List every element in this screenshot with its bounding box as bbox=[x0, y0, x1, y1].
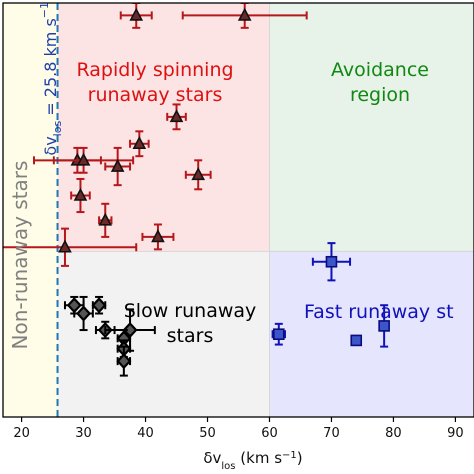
x-axis-title-unit-exp: −1 bbox=[282, 450, 297, 461]
x-tick-label: 80 bbox=[385, 426, 402, 441]
x-tick-label: 60 bbox=[261, 426, 278, 441]
triangle-point-9 bbox=[70, 177, 91, 214]
svg-text:δvlos = 25.8 km s−1: δvlos = 25.8 km s−1 bbox=[38, 2, 64, 156]
region-label-slow: Slow runaway stars bbox=[124, 300, 257, 347]
square-marker bbox=[325, 255, 338, 268]
region-label-avoidance: Avoidance region bbox=[331, 59, 429, 106]
triangle-marker bbox=[73, 187, 88, 201]
x-axis-title-unit-open: (km s bbox=[236, 449, 283, 467]
triangle-point-10 bbox=[98, 202, 113, 238]
triangle-point-12 bbox=[3, 227, 138, 267]
x-axis-title-sub: los bbox=[221, 461, 235, 472]
region-label-fast: Fast runaway st bbox=[304, 301, 454, 323]
triangle-marker bbox=[191, 167, 206, 181]
plot-frame bbox=[2, 2, 474, 418]
triangle-point-6 bbox=[32, 146, 135, 174]
x-axis-ticks: 20 30 40 50 60 70 80 90 bbox=[13, 417, 464, 441]
diamond-marker bbox=[91, 297, 107, 314]
diamond-point-8 bbox=[116, 345, 132, 377]
triangle-marker bbox=[169, 109, 184, 123]
triangle-point-2 bbox=[181, 3, 308, 29]
region-label-line: Fast runaway st bbox=[304, 301, 454, 323]
square-marker bbox=[272, 328, 285, 341]
diamond-marker bbox=[116, 352, 132, 370]
square-point-2 bbox=[271, 322, 286, 346]
data-points bbox=[3, 3, 390, 377]
x-axis-title: δvlos (km s−1) bbox=[203, 449, 302, 472]
diamond-point-3 bbox=[91, 295, 107, 315]
x-tick-label: 90 bbox=[447, 426, 464, 441]
x-axis-title-unit-close: ) bbox=[297, 449, 303, 467]
triangle-point-7 bbox=[104, 146, 132, 187]
triangle-marker bbox=[132, 136, 147, 150]
triangle-point-8 bbox=[184, 159, 212, 191]
triangle-marker bbox=[98, 212, 113, 226]
region-label-line: Rapidly spinning bbox=[76, 59, 233, 81]
region-fast bbox=[269, 251, 474, 417]
x-tick-label: 50 bbox=[199, 426, 216, 441]
region-label-non-runaway: Non-runaway stars bbox=[8, 161, 32, 350]
square-marker bbox=[350, 334, 363, 347]
region-label-line: runaway stars bbox=[88, 84, 223, 106]
x-tick-label: 70 bbox=[323, 426, 340, 441]
triangle-marker bbox=[129, 7, 144, 21]
triangle-point-4 bbox=[129, 130, 150, 158]
triangle-marker bbox=[110, 158, 125, 172]
triangle-marker bbox=[237, 7, 252, 21]
square-point-1 bbox=[311, 242, 352, 282]
diamond-point-1 bbox=[63, 295, 85, 315]
region-label-line: Slow runaway bbox=[124, 300, 257, 322]
x-axis-title-main: δv bbox=[203, 449, 221, 467]
region-label-line: Avoidance bbox=[331, 59, 429, 81]
threshold-label-exp: −1 bbox=[38, 2, 51, 18]
square-point-3 bbox=[350, 334, 363, 347]
background-regions bbox=[3, 3, 474, 417]
triangle-marker bbox=[76, 152, 91, 166]
threshold-label-main: δv bbox=[41, 136, 60, 155]
region-label-line: Non-runaway stars bbox=[8, 161, 32, 350]
region-avoidance bbox=[269, 3, 474, 252]
triangle-point-1 bbox=[119, 3, 153, 29]
triangle-marker bbox=[151, 229, 165, 243]
triangle-marker bbox=[58, 239, 72, 253]
square-marker bbox=[378, 320, 390, 332]
region-label-line: stars bbox=[167, 325, 214, 347]
threshold-label: δvlos = 25.8 km s−1 bbox=[38, 2, 64, 156]
region-slow bbox=[57, 251, 270, 417]
region-labels: Non-runaway stars Rapidly spinning runaway… bbox=[8, 59, 454, 349]
triangle-point-3 bbox=[166, 103, 187, 131]
triangle-point-11 bbox=[141, 223, 175, 251]
region-label-rapid: Rapidly spinning runaway stars bbox=[76, 59, 233, 106]
x-tick-label: 30 bbox=[75, 426, 92, 441]
diamond-point-2 bbox=[73, 295, 94, 332]
x-tick-label: 40 bbox=[137, 426, 154, 441]
threshold-label-sub: los bbox=[51, 121, 64, 137]
square-point-4 bbox=[378, 304, 390, 348]
x-tick-label: 20 bbox=[13, 426, 30, 441]
region-rapid bbox=[57, 3, 270, 252]
region-label-line: region bbox=[350, 84, 410, 106]
region-non-runaway bbox=[3, 3, 58, 417]
diamond-marker bbox=[76, 305, 92, 322]
threshold-label-eq: = 25.8 km s bbox=[41, 18, 60, 121]
